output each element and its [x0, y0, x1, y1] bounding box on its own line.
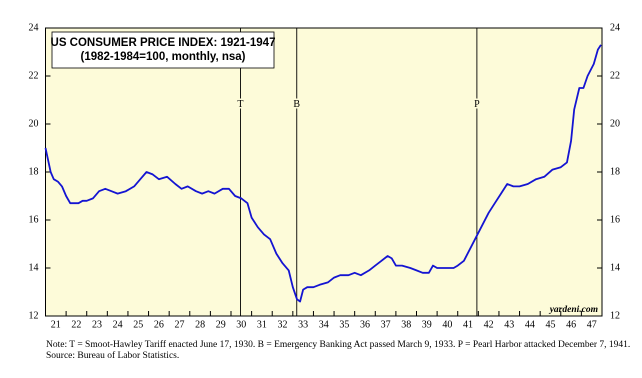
cpi-line [44, 44, 602, 303]
event-label: P [474, 99, 480, 110]
x-tick-label: 44 [525, 319, 535, 330]
y-tick-label: 12 [29, 310, 39, 321]
x-tick-label: 46 [566, 319, 576, 330]
x-tick-label: 26 [154, 319, 164, 330]
y-tick-label: 24 [29, 22, 39, 33]
chart-subtitle: (1982-1984=100, monthly, nsa) [80, 51, 245, 63]
y2-tick-label: 20 [610, 118, 620, 129]
event-label: B [293, 99, 300, 110]
x-tick-label: 25 [133, 319, 143, 330]
marks: 12 12 14 14 16 16 18 18 20 20 22 22 24 24 21 22 23 24 25 26… [29, 22, 621, 330]
x-tick-label: 32 [278, 319, 288, 330]
x-tick-label: 24 [113, 319, 123, 330]
x-tick-label: 37 [381, 319, 391, 330]
x-tick-label: 34 [319, 319, 329, 330]
title-box [51, 31, 275, 69]
y-tick-label: 18 [29, 166, 39, 177]
y2-tick-label: 22 [610, 70, 620, 81]
x-tick-label: 47 [587, 319, 597, 330]
y-tick-label: 22 [29, 70, 39, 81]
x-tick-label: 36 [360, 319, 370, 330]
x-tick-label: 45 [545, 319, 555, 330]
x-tick-label: 35 [339, 319, 349, 330]
x-tick-label: 22 [71, 319, 81, 330]
y2-tick-label: 14 [610, 262, 620, 273]
y2-tick-label: 24 [610, 22, 620, 33]
x-tick-label: 33 [298, 319, 308, 330]
x-tick-label: 29 [216, 319, 226, 330]
x-tick-label: 31 [257, 319, 267, 330]
y-tick-label: 14 [29, 262, 39, 273]
y2-tick-label: 12 [610, 310, 620, 321]
x-tick-label: 23 [92, 319, 102, 330]
plot-area [45, 27, 603, 317]
x-tick-label: 43 [504, 319, 514, 330]
x-tick-label: 40 [442, 319, 452, 330]
note: Note: T = Smoot-Hawley Tariff enacted Ju… [46, 339, 630, 350]
y2-tick-label: 18 [610, 166, 620, 177]
x-tick-label: 21 [51, 319, 61, 330]
source-label: yardeni.com [549, 305, 598, 315]
chart-title: US CONSUMER PRICE INDEX: 1921-1947 [51, 37, 276, 49]
x-tick-label: 30 [236, 319, 246, 330]
y-tick-label: 20 [29, 118, 39, 129]
x-tick-label: 28 [195, 319, 205, 330]
event-label: T [237, 99, 243, 110]
x-tick-label: 42 [484, 319, 494, 330]
source: Source: Bureau of Labor Statistics. [46, 350, 179, 361]
y-tick-label: 16 [29, 214, 39, 225]
x-tick-label: 41 [463, 319, 473, 330]
x-tick-label: 38 [401, 319, 411, 330]
y2-tick-label: 16 [610, 214, 620, 225]
x-tick-label: 27 [174, 319, 184, 330]
x-tick-label: 39 [422, 319, 432, 330]
